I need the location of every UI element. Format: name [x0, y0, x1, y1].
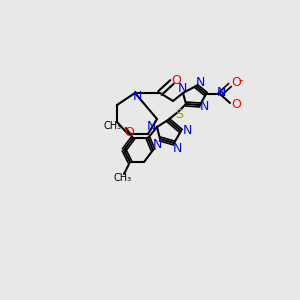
Text: CH₃: CH₃: [114, 173, 132, 183]
Text: CH₃: CH₃: [104, 121, 122, 131]
Text: S: S: [175, 107, 183, 121]
Text: N: N: [152, 137, 162, 151]
Text: N: N: [177, 82, 187, 94]
Text: +: +: [218, 88, 226, 98]
Text: N: N: [216, 86, 226, 100]
Text: N: N: [199, 100, 209, 113]
Text: O: O: [231, 98, 241, 110]
Text: O: O: [124, 127, 134, 140]
Text: -: -: [239, 74, 243, 88]
Text: N: N: [146, 119, 156, 133]
Text: N: N: [182, 124, 192, 136]
Text: N: N: [172, 142, 182, 154]
Text: N: N: [195, 76, 205, 89]
Text: N: N: [132, 89, 142, 103]
Text: O: O: [231, 76, 241, 89]
Text: O: O: [171, 74, 181, 86]
